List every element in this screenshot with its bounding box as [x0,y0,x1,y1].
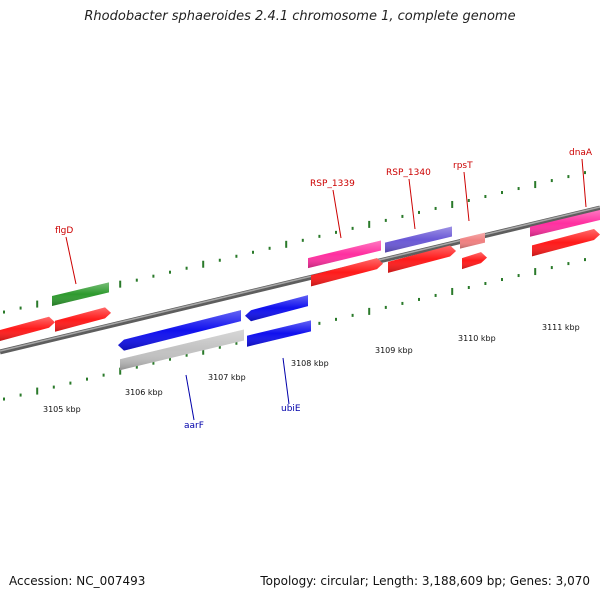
gene-ubiE-cds[interactable] [245,295,308,322]
leader-line-1 [332,189,342,239]
gene-label-RSP_1340[interactable]: RSP_1340 [386,168,431,178]
gene-ubiE-shading [247,320,311,347]
cds-arrow-6[interactable] [532,229,600,257]
cds-arrow-1-shading [0,316,55,341]
gene-aarF[interactable] [120,329,244,371]
cds-arrow-3-shading [311,258,383,287]
leader-line-6 [282,357,290,405]
map-title: Rhodobacter sphaeroides 2.4.1 chromosome… [84,9,516,24]
gene-ubiE-cds-shading [245,295,308,322]
gene-leader-lines [65,158,587,421]
cds-arrow-4[interactable] [388,245,456,273]
gene-RSP_1339-shading [308,240,381,269]
gene-aarF-cds-shading [118,310,241,351]
cds-arrow-3[interactable] [311,258,383,287]
gene-label-dnaA[interactable]: dnaA [569,148,593,158]
cds-arrow-2[interactable] [55,307,111,332]
topology-summary: Topology: circular; Length: 3,188,609 bp… [260,574,590,588]
backbone-line [0,205,600,355]
scale-label-3109: 3109 kbp [375,346,413,355]
leader-line-3 [463,171,470,222]
leader-line-0 [65,236,77,285]
backbone-highlight [0,206,600,352]
gene-aarF-cds[interactable] [118,310,241,351]
cds-arrow-4-shading [388,245,456,273]
scale-label-3105: 3105 kbp [43,405,81,414]
gene-RSP_1340[interactable] [385,226,452,253]
cds-arrow-6-shading [532,229,600,257]
gene-ubiE[interactable] [247,320,311,347]
scale-label-3111: 3111 kbp [542,323,580,332]
scale-label-3108: 3108 kbp [291,359,329,368]
gene-label-aarF[interactable]: aarF [184,421,204,431]
gene-RSP_1340-shading [385,226,452,253]
chromosome-backbone [0,205,600,355]
gene-flgD-shading [52,282,109,307]
cds-arrow-2-shading [55,307,111,332]
leader-line-5 [185,374,195,421]
gene-rpsT-shading [460,232,485,249]
accession-text: Accession: NC_007493 [9,574,146,588]
gene-dnaA-shading [530,210,600,237]
cds-arrow-5-shading [462,252,487,270]
gene-RSP_1339[interactable] [308,240,381,269]
gene-aarF-shading [120,329,244,371]
gene-features [0,210,600,371]
scale-label-3107: 3107 kbp [208,373,246,382]
gene-rpsT[interactable] [460,232,485,249]
gene-label-rpsT[interactable]: rpsT [453,161,473,171]
scale-label-3110: 3110 kbp [458,334,496,343]
gene-dnaA[interactable] [530,210,600,237]
leader-line-4 [581,158,587,208]
leader-line-2 [408,178,416,230]
gene-label-RSP_1339[interactable]: RSP_1339 [310,179,355,189]
gene-label-ubiE[interactable]: ubiE [281,404,301,414]
cds-arrow-1[interactable] [0,316,55,341]
gene-flgD[interactable] [52,282,109,307]
scale-label-3106: 3106 kbp [125,388,163,397]
cds-arrow-5[interactable] [462,252,487,270]
gene-label-flgD[interactable]: flgD [55,226,73,236]
